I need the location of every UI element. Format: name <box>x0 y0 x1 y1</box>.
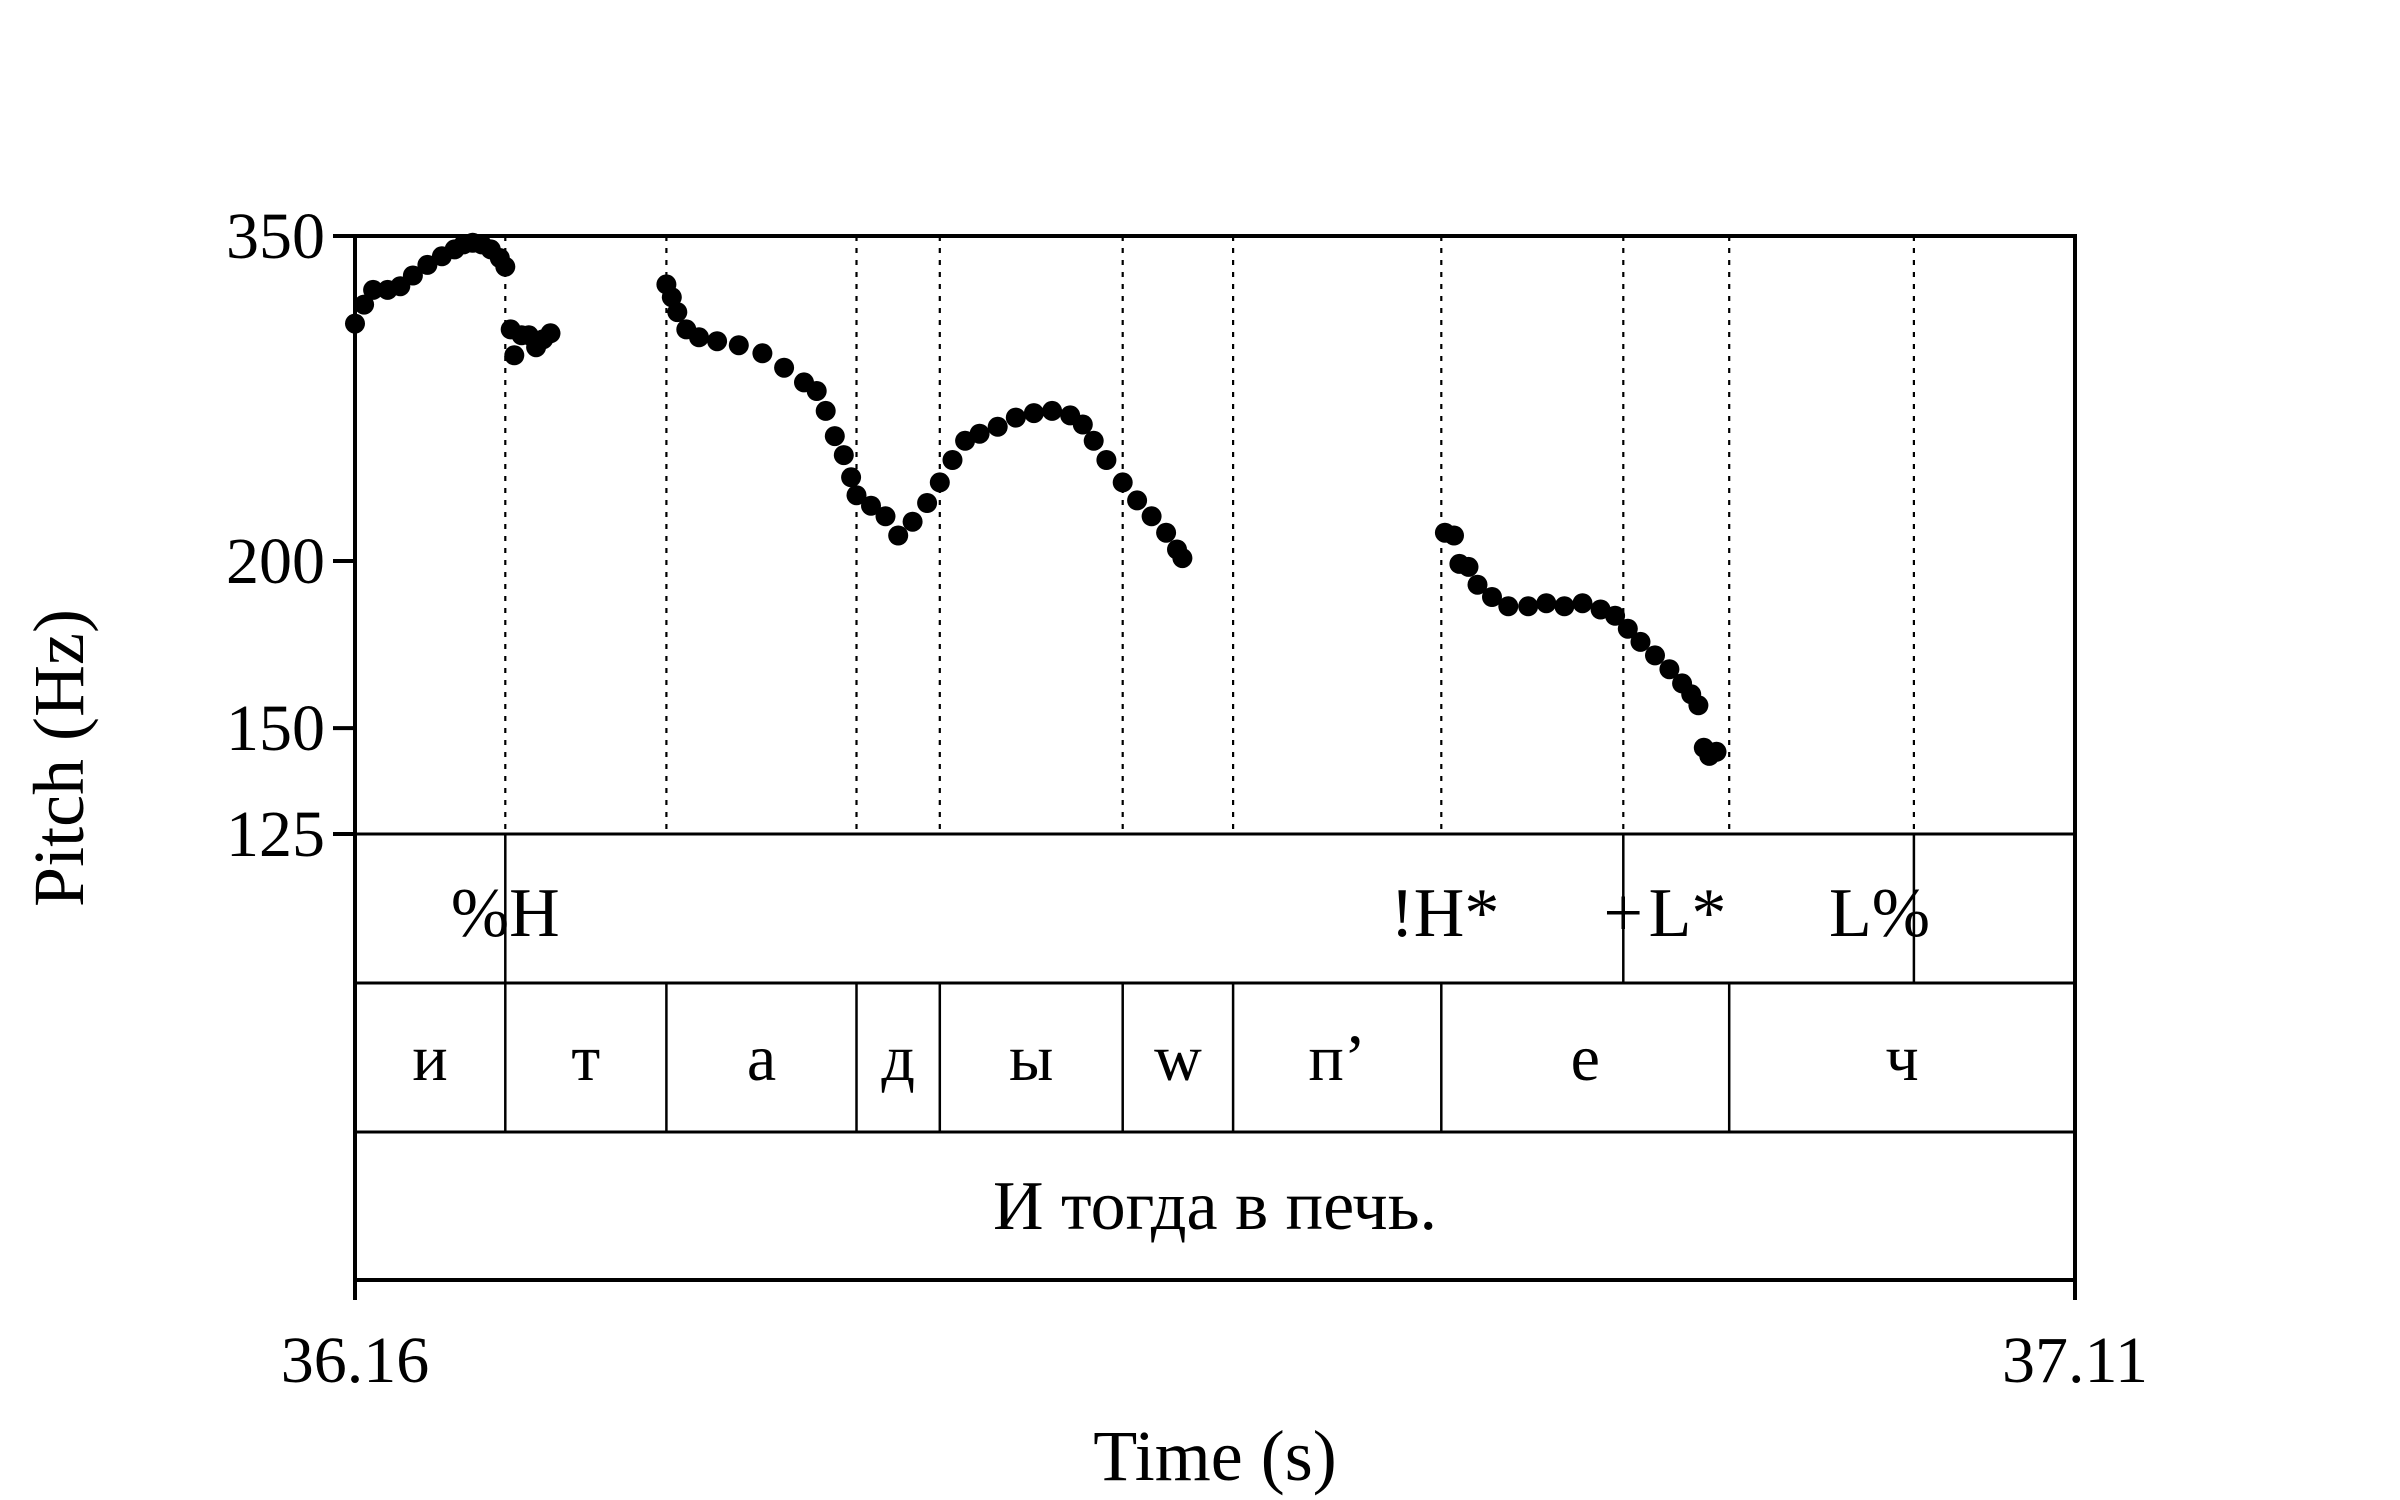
segment-label: w <box>1154 1022 1202 1095</box>
x-axis: 36.16 37.11 <box>281 1280 2148 1397</box>
pitch-point <box>1659 659 1680 680</box>
tone-label: %H <box>451 875 560 952</box>
pitch-point <box>815 400 836 421</box>
pitch-point <box>1536 593 1557 614</box>
pitch-point <box>1518 596 1539 617</box>
x-tick-label: 36.16 <box>281 1324 430 1397</box>
pitch-point <box>833 445 854 466</box>
pitch-point <box>1141 506 1162 527</box>
pitch-point <box>1127 490 1148 511</box>
pitch-point <box>929 472 950 493</box>
pitch-point <box>752 343 773 364</box>
pitch-point <box>902 511 923 532</box>
pitch-point <box>667 302 688 323</box>
pitch-point <box>917 493 938 513</box>
pitch-point <box>1156 522 1177 543</box>
segment-label: п’ <box>1309 1022 1366 1095</box>
pitch-point <box>540 323 561 344</box>
pitch-point <box>417 254 438 275</box>
pitch-point <box>728 335 749 356</box>
pitch-point <box>861 495 881 516</box>
pitch-point <box>1572 593 1593 614</box>
plot-border <box>353 234 2077 1282</box>
pitch-point <box>1005 407 1026 428</box>
tone-tier: %H !H* + L* L% <box>451 875 1930 952</box>
pitch-point <box>1072 414 1093 435</box>
segment-label: д <box>881 1022 915 1095</box>
pitch-points <box>345 232 1727 766</box>
pitch-point <box>841 467 862 488</box>
y-tick-label: 350 <box>226 200 325 273</box>
segment-label: и <box>412 1022 447 1095</box>
pitch-point <box>1467 574 1488 595</box>
y-tick-label: 200 <box>226 525 325 598</box>
pitch-point <box>1023 403 1044 424</box>
pitch-point <box>1706 741 1727 762</box>
segment-label: а <box>747 1022 776 1095</box>
pitch-point <box>363 279 384 300</box>
pitch-point <box>1554 596 1575 617</box>
segment-label: т <box>571 1022 600 1095</box>
y-tick-label: 125 <box>226 798 325 871</box>
pitch-point <box>345 313 365 334</box>
tone-label: + <box>1604 875 1643 952</box>
x-tick-label: 37.11 <box>2002 1324 2148 1397</box>
pitch-point <box>846 485 867 506</box>
pitch-point <box>1498 596 1519 617</box>
x-axis-title: Time (s) <box>1093 1416 1336 1496</box>
orthography-tier: И тогда в печь. <box>993 1168 1437 1245</box>
pitch-point <box>707 331 728 352</box>
tier-boundaries <box>504 236 1916 1132</box>
y-axis-title: Pitch (Hz) <box>19 609 99 907</box>
segment-tier: и т а д ы w п’ е ч <box>412 1022 1918 1095</box>
y-axis: 350 200 150 125 <box>226 200 355 871</box>
pitch-point <box>1042 400 1063 421</box>
pitch-point <box>1458 556 1479 577</box>
plot-frame <box>353 234 2077 1282</box>
segment-label: е <box>1571 1022 1600 1095</box>
tone-label: L* <box>1649 875 1727 952</box>
pitch-point <box>969 423 990 444</box>
pitch-point <box>942 450 963 470</box>
pitch-point <box>824 426 845 447</box>
pitch-point <box>1112 472 1133 493</box>
tone-label: !H* <box>1390 875 1499 952</box>
pitch-point <box>1617 618 1638 639</box>
pitch-point <box>1096 450 1117 470</box>
pitch-point <box>1688 695 1709 716</box>
y-tick-label: 150 <box>226 692 325 765</box>
pitch-point <box>987 416 1008 437</box>
pitch-point <box>1172 548 1193 569</box>
pitch-point <box>1630 631 1651 652</box>
pitch-point <box>504 345 525 366</box>
pitch-point <box>354 294 375 315</box>
segment-label: ч <box>1885 1022 1918 1095</box>
pitch-point <box>875 506 896 527</box>
pitch-point <box>1482 587 1502 607</box>
pitch-point <box>1605 605 1626 626</box>
pitch-point <box>402 265 423 286</box>
pitch-point <box>1083 430 1104 451</box>
pitch-point <box>888 525 909 546</box>
orthography-label: И тогда в печь. <box>993 1168 1437 1245</box>
pitch-point <box>774 357 795 378</box>
pitch-point <box>689 327 709 348</box>
pitch-point <box>1444 525 1464 546</box>
pitch-point <box>495 256 516 277</box>
pitch-point <box>1645 645 1665 666</box>
segment-label: ы <box>1009 1022 1053 1095</box>
tone-label: L% <box>1829 875 1930 952</box>
pitch-point <box>806 381 827 401</box>
